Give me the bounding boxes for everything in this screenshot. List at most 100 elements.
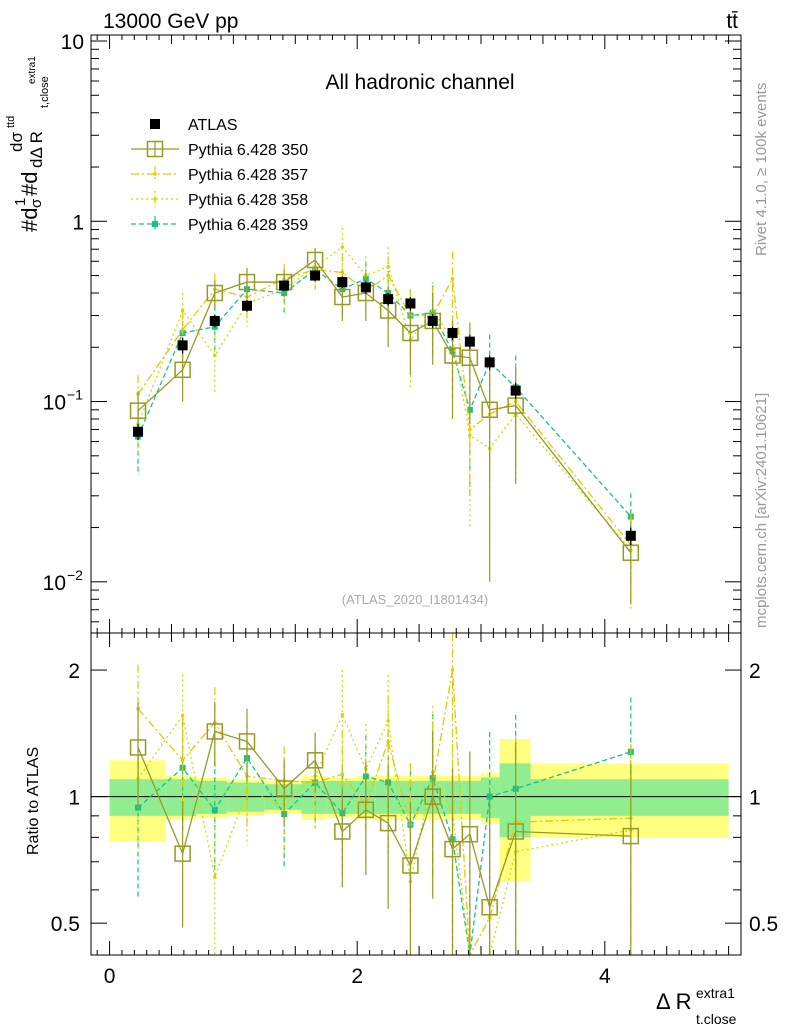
series-1-ratio-point-11: [444, 840, 461, 858]
series-2-ratio-point-11: [450, 668, 455, 672]
legend-label-0: ATLAS: [188, 117, 238, 134]
y-tick-label-exp-1: −1: [67, 387, 83, 403]
series-2-ratio-point-6: [340, 772, 345, 777]
series-0-point-7: [360, 282, 371, 293]
series-1-ratio-point-8: [379, 814, 397, 832]
series-2-ratio-point-1: [180, 758, 185, 763]
series-1-ratio-point-9: [402, 857, 419, 874]
y-tick-label-0: 10 −2: [43, 567, 84, 595]
y-label-hash-d: #d: [17, 208, 42, 232]
ratio-bands: [91, 739, 741, 881]
series-1-ratio-point-7: [357, 801, 375, 819]
main-y-label: #d 1 σ #d dσ ttd dΔ R t,close extra1: [5, 56, 51, 232]
series-1-ratio-line: [137, 730, 631, 910]
series-1-point-12: [461, 349, 479, 366]
series-1-point-5: [306, 251, 324, 269]
ratio-band-inner-5: [301, 780, 327, 814]
legend-label-4: Pythia 6.428 359: [188, 217, 308, 234]
x-tick-label-0: 0: [104, 965, 116, 988]
series-0-point-6: [337, 277, 348, 288]
series-0-point-11: [447, 328, 458, 339]
y-tick-label-base-0: 10: [43, 572, 66, 595]
series-2-point-11: [450, 276, 455, 281]
ratio-y-label: Ratio to ATLAS: [25, 747, 42, 855]
series-2-line: [137, 268, 632, 546]
series-1-ratio-point-4: [275, 780, 293, 797]
series-0-main: [133, 270, 636, 546]
legend-entry-1: Pythia 6.428 350: [131, 140, 308, 159]
series-1-ratio-point-3: [238, 733, 256, 750]
series-1-point-3: [238, 273, 256, 291]
y-tick-label-base-1: 10: [43, 392, 66, 415]
series-1-ratio-point-2: [206, 723, 224, 740]
ratio-band-inner-1: [165, 779, 197, 816]
series-3-ratio-point-8: [386, 719, 390, 723]
series-1-ratio-point-1: [174, 845, 191, 862]
series-0-point-12: [464, 336, 475, 347]
legend-marker-2: [153, 172, 157, 176]
series-0-point-10: [427, 315, 438, 326]
y-label-sup: extra1: [27, 56, 38, 84]
series-0-point-15: [625, 530, 636, 541]
ratio-y-tick-label-right-0: 0.5: [749, 913, 778, 936]
series-1-ratio-point-0: [129, 739, 147, 756]
x-tick-label-2: 4: [599, 965, 611, 988]
y-label-dsigma: dσ: [7, 132, 26, 152]
x-tick-label-1: 2: [351, 965, 363, 988]
ratio-y-tick-label-right-1: 1: [749, 787, 761, 810]
ratio-frame: [90, 632, 742, 956]
legend-label-1: Pythia 6.428 350: [188, 142, 308, 159]
x-axis-label: Δ R t,close extra1: [656, 985, 737, 1024]
ratio-y-tick-label-1: 1: [68, 787, 80, 810]
legend-marker-1: [146, 140, 164, 158]
y-tick-label-3: 10: [61, 31, 84, 54]
legend-marker-4: [152, 221, 158, 227]
legend-marker-0: [150, 119, 160, 129]
series-1-line: [137, 259, 632, 554]
legend-label-2: Pythia 6.428 357: [188, 167, 308, 184]
series-1-main: [129, 248, 640, 605]
x-label-sub: t,close: [696, 1011, 737, 1024]
series-0-point-13: [484, 357, 495, 368]
series-3-point-8: [386, 264, 390, 269]
series-1-point-10: [424, 312, 441, 330]
series-2-ratio-point-8: [386, 739, 390, 744]
series-0-point-3: [242, 300, 252, 311]
ratio-band-inner-14: [499, 763, 531, 838]
y-label-one: 1: [12, 198, 29, 206]
series-0-point-0: [133, 426, 144, 437]
series-1-point-0: [129, 402, 147, 419]
series-1-point-15: [622, 544, 640, 561]
series-1-point-2: [206, 284, 224, 302]
series-2-point-12: [468, 427, 472, 432]
series-4-line: [137, 268, 632, 518]
y-label-dr: dΔ R: [27, 131, 46, 168]
series-3-point-6: [340, 245, 345, 249]
series-0-point-4: [279, 280, 290, 291]
series-1-ratio-point-15: [622, 827, 640, 845]
main-series-layer: [129, 227, 640, 610]
series-2-point-1: [180, 328, 185, 332]
legend-entry-0: ATLAS: [150, 117, 238, 134]
energy-label: 13000 GeV pp: [103, 10, 238, 33]
series-1-point-13: [481, 401, 498, 419]
series-4-ratio-point-2: [211, 807, 218, 814]
series-0-point-9: [405, 298, 416, 309]
y-label-ttd-sup: ttd: [5, 116, 17, 128]
y-tick-label-base-3: 10: [61, 31, 84, 54]
series-3-line: [137, 246, 632, 551]
series-1-ratio-point-10: [424, 788, 441, 805]
y-tick-label-1: 10 −1: [43, 387, 84, 415]
series-0-point-5: [310, 270, 321, 281]
y-label-hash-d2: #d: [17, 172, 42, 196]
ratio-y-tick-label-0: 0.5: [51, 913, 80, 936]
series-0-point-14: [510, 385, 521, 396]
series-4-ratio-line: [137, 751, 632, 956]
analysis-label: (ATLAS_2020_I1801434): [342, 592, 488, 607]
series-3-ratio-point-6: [340, 713, 345, 717]
ratio-y-tick-label-right-2: 2: [749, 660, 761, 683]
y-tick-label-base-2: 1: [72, 211, 84, 234]
series-0-point-1: [177, 340, 188, 351]
rivet-label: Rivet 4.1.0, ≥ 100k events: [753, 83, 770, 256]
